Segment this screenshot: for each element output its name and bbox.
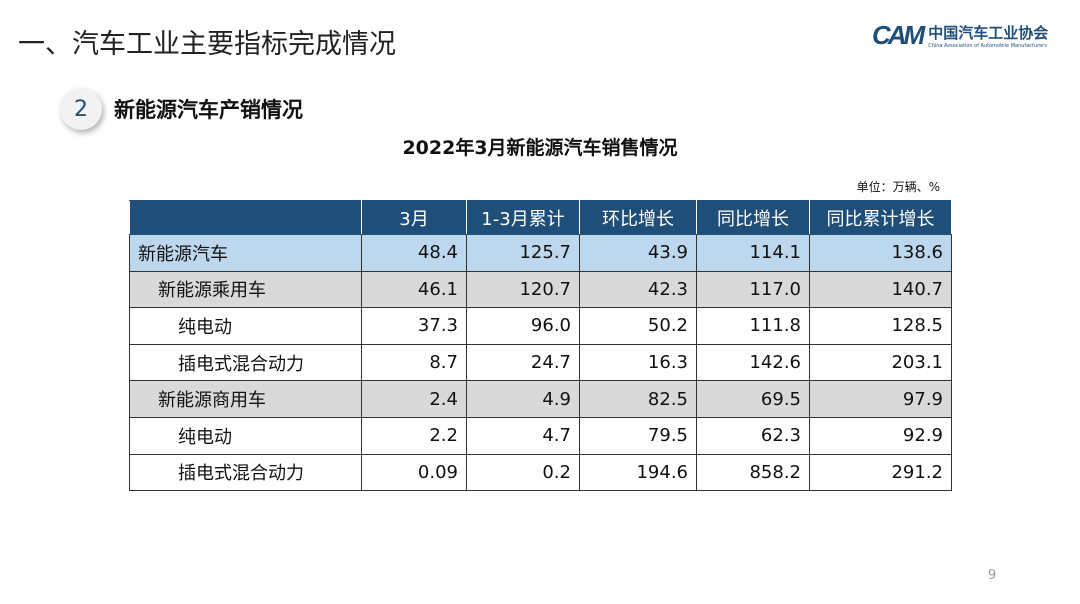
column-header: 1-3月累计 <box>466 200 580 235</box>
row-label: 新能源汽车 <box>129 234 362 272</box>
row-label: 插电式混合动力 <box>129 453 362 492</box>
table-cell: 140.7 <box>809 270 952 309</box>
table-cell: 120.7 <box>466 270 580 309</box>
table-cell: 42.3 <box>579 270 697 309</box>
table-cell: 69.5 <box>696 380 810 418</box>
table-row: 纯电动 37.3 96.0 50.2 111.8 128.5 <box>129 307 952 345</box>
table-cell: 8.7 <box>361 343 467 382</box>
table-row: 插电式混合动力 0.09 0.2 194.6 858.2 291.2 <box>129 453 952 492</box>
table-cell: 24.7 <box>466 343 580 382</box>
logo-cn: 中国汽车工业协会 <box>928 24 1049 42</box>
table-cell: 96.0 <box>466 307 580 345</box>
table-cell: 117.0 <box>696 270 810 309</box>
slide-title: 一、汽车工业主要指标完成情况 <box>18 29 396 60</box>
row-label: 新能源乘用车 <box>129 270 362 309</box>
table-cell: 82.5 <box>579 380 697 418</box>
table-cell: 43.9 <box>579 234 697 272</box>
sales-table: 3月 1-3月累计 环比增长 同比增长 同比累计增长 新能源汽车 48.4 125.7 43.… <box>129 200 952 492</box>
column-header: 同比增长 <box>696 200 810 235</box>
logo-mark: CAM <box>872 20 925 50</box>
table-cell: 16.3 <box>579 343 697 382</box>
table-cell: 194.6 <box>579 453 697 492</box>
table-cell: 203.1 <box>809 343 952 382</box>
table-row: 新能源汽车 48.4 125.7 43.9 114.1 138.6 <box>129 234 952 272</box>
table-row: 纯电动 2.2 4.7 79.5 62.3 92.9 <box>129 416 952 455</box>
table-cell: 0.2 <box>466 453 580 492</box>
table-cell: 858.2 <box>696 453 810 492</box>
column-header: 3月 <box>361 200 467 235</box>
column-header: 环比增长 <box>579 200 697 235</box>
table-cell: 37.3 <box>361 307 467 345</box>
table-cell: 291.2 <box>809 453 952 492</box>
table-cell: 142.6 <box>696 343 810 382</box>
table-cell: 62.3 <box>696 416 810 455</box>
table-row: 新能源乘用车 46.1 120.7 42.3 117.0 140.7 <box>129 270 952 309</box>
table-cell: 97.9 <box>809 380 952 418</box>
table-cell: 111.8 <box>696 307 810 345</box>
table-cell: 92.9 <box>809 416 952 455</box>
table-cell: 128.5 <box>809 307 952 345</box>
table-cell: 2.4 <box>361 380 467 418</box>
section-title: 新能源汽车产销情况 <box>114 98 303 122</box>
table-cell: 0.09 <box>361 453 467 492</box>
table-cell: 4.7 <box>466 416 580 455</box>
row-label: 纯电动 <box>129 307 362 345</box>
section-number: 2 <box>60 88 102 130</box>
table-cell: 79.5 <box>579 416 697 455</box>
table-cell: 46.1 <box>361 270 467 309</box>
table-cell: 138.6 <box>809 234 952 272</box>
row-label: 新能源商用车 <box>129 380 362 418</box>
page-number: 9 <box>988 568 997 583</box>
column-header <box>129 200 362 235</box>
unit-label: 单位：万辆、% <box>856 180 940 194</box>
row-label: 插电式混合动力 <box>129 343 362 382</box>
table-title: 2022年3月新能源汽车销售情况 <box>402 137 678 159</box>
row-label: 纯电动 <box>129 416 362 455</box>
table-row: 插电式混合动力 8.7 24.7 16.3 142.6 203.1 <box>129 343 952 382</box>
column-header: 同比累计增长 <box>809 200 952 235</box>
table-cell: 125.7 <box>466 234 580 272</box>
table-cell: 48.4 <box>361 234 467 272</box>
table-cell: 4.9 <box>466 380 580 418</box>
table-cell: 2.2 <box>361 416 467 455</box>
table-cell: 114.1 <box>696 234 810 272</box>
logo-en: China Association of Automobile Manufact… <box>928 43 1047 49</box>
logo: CAM 中国汽车工业协会 China Association of Automo… <box>872 20 1048 51</box>
table-row: 新能源商用车 2.4 4.9 82.5 69.5 97.9 <box>129 380 952 418</box>
table-cell: 50.2 <box>579 307 697 345</box>
